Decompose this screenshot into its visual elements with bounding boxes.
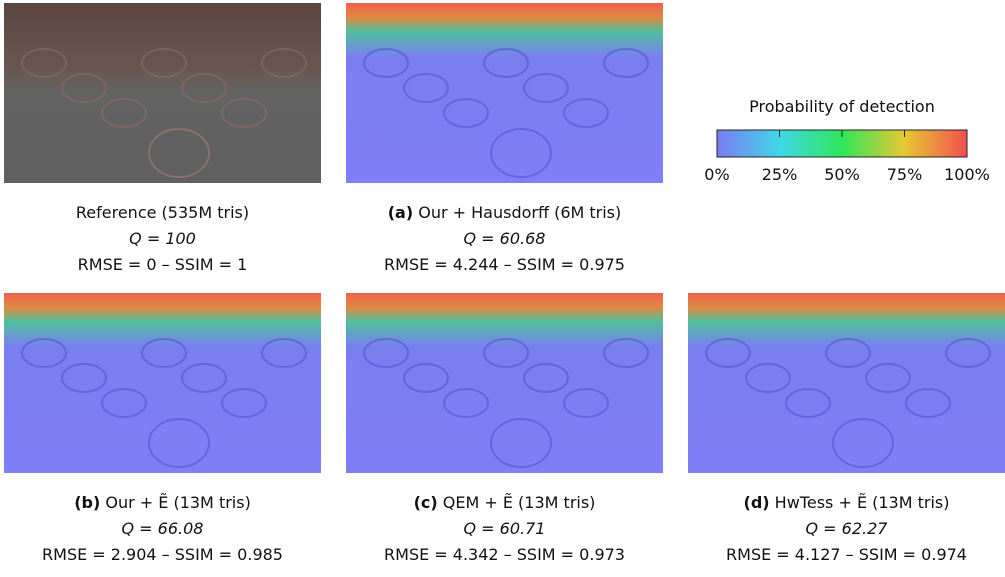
panel-caption: Reference (535M tris) — [76, 203, 249, 222]
metrics: RMSE = 4.244 – SSIM = 0.975 — [384, 255, 625, 274]
metrics: RMSE = 0 – SSIM = 1 — [78, 255, 248, 274]
panel: Reference (535M tris) Q = 100 RMSE = 0 – S… — [4, 3, 321, 274]
quality-score: Q = 62.27 — [806, 519, 889, 538]
panel-image — [4, 293, 321, 473]
quality-score: Q = 100 — [129, 229, 196, 248]
panel: (d) HwTess + Ẽ (13M tris) Q = 62.27 RMSE =… — [688, 293, 1005, 564]
quality-score: Q = 66.08 — [122, 519, 204, 538]
panel: (a) Our + Hausdorff (6M tris) Q = 60.68 RM… — [346, 3, 663, 274]
panel-image — [346, 3, 663, 183]
caption-text: Our + Hausdorff (6M tris) — [418, 203, 621, 222]
quality-score: Q = 60.68 — [464, 229, 546, 248]
caption-text: HwTess + Ẽ (13M tris) — [775, 493, 950, 512]
panel-caption: (b) Our + Ẽ (13M tris) — [74, 493, 251, 512]
caption-text: QEM + Ẽ (13M tris) — [443, 493, 596, 512]
colorbar-tick-label: 100% — [944, 165, 990, 184]
metrics: RMSE = 2.904 – SSIM = 0.985 — [42, 545, 283, 564]
colorbar-tick-label: 25% — [762, 165, 798, 184]
colorbar-tick-label: 50% — [824, 165, 860, 184]
metrics: RMSE = 4.342 – SSIM = 0.973 — [384, 545, 625, 564]
panel-label: (c) — [414, 493, 438, 512]
panel: (b) Our + Ẽ (13M tris) Q = 66.08 RMSE = 2.… — [4, 293, 321, 564]
panel-label: (b) — [74, 493, 100, 512]
panel-label: (d) — [744, 493, 770, 512]
caption-text: Our + Ẽ (13M tris) — [105, 493, 250, 512]
panel-caption: (c) QEM + Ẽ (13M tris) — [414, 493, 596, 512]
panel: (c) QEM + Ẽ (13M tris) Q = 60.71 RMSE = 4.… — [346, 293, 663, 564]
panel-caption: (a) Our + Hausdorff (6M tris) — [388, 203, 622, 222]
metrics: RMSE = 4.127 – SSIM = 0.974 — [726, 545, 967, 564]
quality-score: Q = 60.71 — [464, 519, 546, 538]
figure: Probability of detection 0% 25% 50% 75% 100%… — [0, 0, 1005, 573]
colorbar-tick-label: 0% — [704, 165, 729, 184]
panel-image — [688, 293, 1005, 473]
panel-caption: (d) HwTess + Ẽ (13M tris) — [744, 493, 950, 512]
colorbar-tick-label: 75% — [887, 165, 923, 184]
panel-label: (a) — [388, 203, 413, 222]
colorbar: Probability of detection 0% 25% 50% 75% 100% — [704, 97, 990, 184]
caption-text: Reference (535M tris) — [76, 203, 249, 222]
panel-image — [4, 3, 321, 183]
panel-image — [346, 293, 663, 473]
colorbar-title: Probability of detection — [749, 97, 935, 116]
